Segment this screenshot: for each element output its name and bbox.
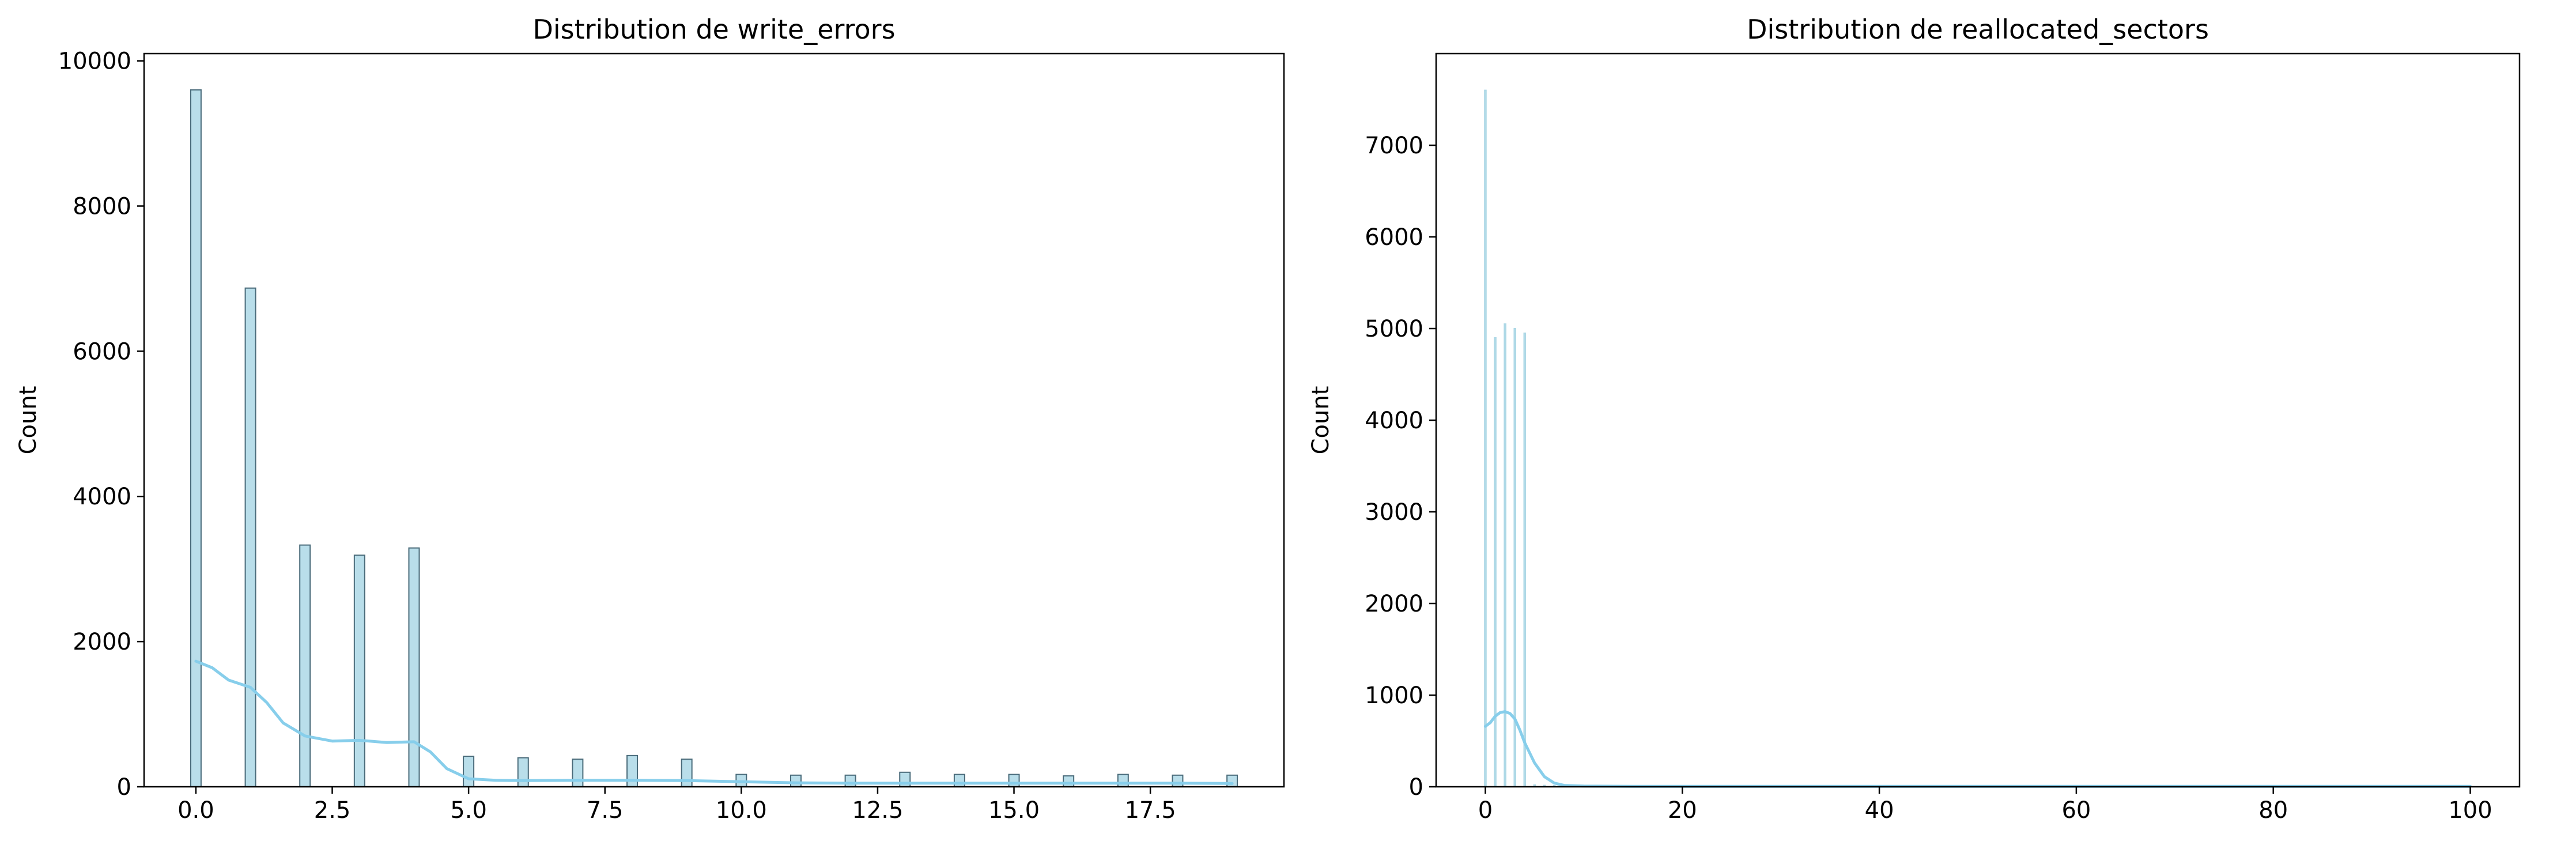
y-tick-label: 7000: [1365, 133, 1423, 159]
x-tick-label: 15.0: [988, 797, 1040, 824]
x-tick-label: 10.0: [716, 797, 767, 824]
bar-15: [1008, 774, 1020, 787]
bar-5: [463, 756, 475, 788]
y-tick-label: 2000: [73, 629, 131, 655]
x-tick-label: 12.5: [852, 797, 903, 824]
y-tick-label: 2000: [1365, 591, 1423, 617]
y-tick-label: 8000: [73, 193, 131, 220]
x-tick-label: 7.5: [587, 797, 624, 824]
kde-line: [194, 659, 1234, 785]
bar-17: [1117, 774, 1129, 787]
x-tick-label: 0: [1478, 797, 1493, 824]
y-tick-label: 4000: [73, 484, 131, 510]
bar-7: [572, 759, 584, 788]
x-tick-label: 0.0: [177, 797, 214, 824]
bar-6: [517, 757, 529, 788]
x-tick-label: 17.5: [1125, 797, 1176, 824]
y-tick-label: 6000: [1365, 224, 1423, 251]
bar-1: [1494, 337, 1497, 787]
x-tick-label: 60: [2061, 797, 2091, 824]
y-tick-label: 5000: [1365, 316, 1423, 342]
bar-2: [299, 544, 311, 787]
bar-19: [1226, 774, 1238, 787]
chart-title: Distribution de write_errors: [532, 14, 895, 45]
bar-0: [1484, 89, 1487, 788]
bar-12: [844, 774, 856, 787]
bar-2: [1504, 323, 1506, 787]
x-tick-label: 100: [2448, 797, 2492, 824]
bar-11: [790, 774, 802, 787]
x-tick-label: 20: [1668, 797, 1697, 824]
axes-frame: [143, 52, 1285, 788]
y-axis-label: Count: [15, 386, 41, 455]
y-tick-label: 10000: [58, 48, 131, 75]
bar-16: [1063, 775, 1075, 787]
chart-title: Distribution de reallocated_sectors: [1747, 14, 2209, 45]
bar-18: [1172, 774, 1184, 787]
bar-1: [244, 287, 256, 787]
y-tick-label: 6000: [73, 338, 131, 365]
y-tick-label: 4000: [1365, 408, 1423, 434]
x-tick-label: 40: [1865, 797, 1894, 824]
x-tick-label: 80: [2258, 797, 2288, 824]
chart-reallocated-sectors: 0 20 40 60 80 1000100020003000400050006000700…: [1308, 14, 2521, 824]
y-tick-label: 1000: [1365, 682, 1423, 709]
y-axis-label: Count: [1308, 386, 1334, 455]
bar-0: [190, 89, 202, 787]
x-tick-label: 5.0: [450, 797, 487, 824]
bar-4: [408, 547, 420, 787]
y-tick-label: 0: [1409, 774, 1423, 801]
bar-3: [353, 554, 365, 787]
bar-9: [681, 759, 693, 788]
bar-13: [899, 771, 911, 788]
y-tick-label: 0: [117, 774, 131, 801]
chart-write-errors: 0.0 2.5 5.0 7.5 10.0 12.5 15.0 17.5 0 2000 4000 600…: [15, 14, 1285, 824]
x-tick-label: 2.5: [314, 797, 351, 824]
bar-14: [953, 774, 965, 787]
y-tick-label: 3000: [1365, 499, 1423, 526]
bar-4: [1523, 332, 1527, 787]
bar-8: [626, 755, 639, 788]
